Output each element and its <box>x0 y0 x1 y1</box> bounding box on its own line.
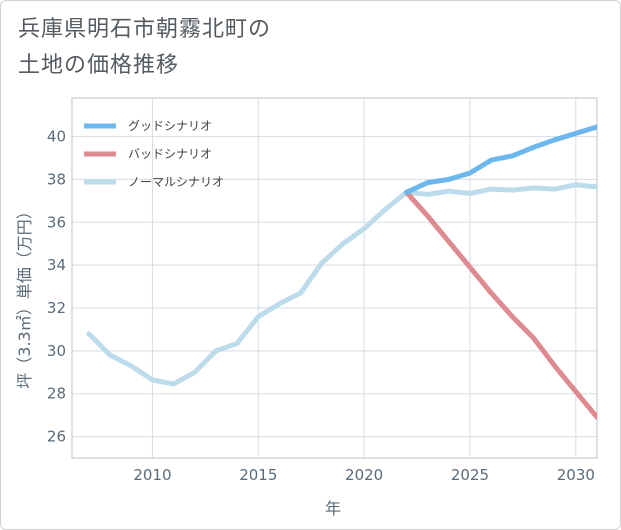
x-axis-title: 年 <box>325 499 341 518</box>
x-tick-label: 2015 <box>239 466 277 484</box>
chart-title-line1: 兵庫県明石市朝霧北町の <box>18 17 272 42</box>
series-line-2 <box>86 182 597 387</box>
y-tick-label: 38 <box>47 170 66 188</box>
plot-frame <box>71 97 598 459</box>
x-tick-label: 2030 <box>557 466 595 484</box>
legend-label: バッドシナリオ <box>128 147 212 161</box>
chart-title-line2: 土地の価格推移 <box>18 53 180 78</box>
legend-label: グッドシナリオ <box>128 119 212 133</box>
series-line-0 <box>404 124 597 195</box>
y-tick-label: 32 <box>47 299 66 317</box>
x-tick-label: 2010 <box>133 466 171 484</box>
x-tick-label: 2025 <box>451 466 489 484</box>
chart-title: 兵庫県明石市朝霧北町の 土地の価格推移 <box>18 12 538 84</box>
y-tick-label: 36 <box>47 213 66 231</box>
series-line-1 <box>404 189 597 420</box>
grid <box>71 97 598 459</box>
y-tick-label: 30 <box>47 342 66 360</box>
legend-label: ノーマルシナリオ <box>128 175 224 189</box>
series-lines <box>86 124 597 420</box>
y-tick-label: 40 <box>47 128 66 146</box>
y-tick-label: 34 <box>47 256 66 274</box>
y-axis-title: 坪（3.3㎡）単価（万円） <box>15 203 34 388</box>
y-tick-label: 26 <box>47 428 66 446</box>
x-tick-label: 2020 <box>345 466 383 484</box>
y-tick-label: 28 <box>47 385 66 403</box>
tick-labels: 2010 2015 2020 2025 2030 26 28 30 32 34 36 38 40 <box>47 128 595 484</box>
